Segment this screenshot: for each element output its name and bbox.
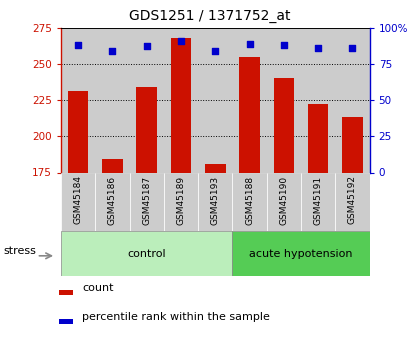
- Bar: [198, 28, 232, 172]
- Bar: [205, 164, 226, 172]
- Bar: [273, 78, 294, 172]
- Point: [246, 41, 253, 46]
- Text: GSM45192: GSM45192: [348, 175, 357, 225]
- Point: [178, 38, 184, 43]
- Text: percentile rank within the sample: percentile rank within the sample: [82, 312, 270, 322]
- Point: [281, 42, 287, 48]
- Bar: [61, 231, 232, 276]
- Bar: [232, 28, 267, 172]
- Bar: [232, 172, 267, 231]
- Bar: [335, 172, 370, 231]
- Bar: [102, 159, 123, 172]
- Point: [143, 44, 150, 49]
- Text: GDS1251 / 1371752_at: GDS1251 / 1371752_at: [129, 9, 291, 23]
- Bar: [61, 172, 95, 231]
- Bar: [232, 231, 370, 276]
- Bar: [136, 87, 157, 172]
- Bar: [164, 172, 198, 231]
- Bar: [267, 28, 301, 172]
- Bar: [239, 57, 260, 172]
- Bar: [95, 172, 129, 231]
- Bar: [301, 172, 335, 231]
- Point: [349, 45, 356, 51]
- Text: count: count: [82, 283, 114, 293]
- Bar: [59, 319, 73, 324]
- Bar: [59, 290, 73, 295]
- Text: GSM45193: GSM45193: [211, 175, 220, 225]
- Bar: [129, 28, 164, 172]
- Point: [75, 42, 81, 48]
- Bar: [68, 91, 88, 172]
- Bar: [342, 117, 363, 172]
- Bar: [308, 105, 328, 172]
- Bar: [198, 172, 232, 231]
- Text: GSM45186: GSM45186: [108, 175, 117, 225]
- Text: GSM45184: GSM45184: [74, 175, 83, 225]
- Text: GSM45188: GSM45188: [245, 175, 254, 225]
- Point: [315, 45, 322, 51]
- Bar: [301, 28, 335, 172]
- Bar: [95, 28, 129, 172]
- Bar: [164, 28, 198, 172]
- Text: acute hypotension: acute hypotension: [249, 249, 353, 258]
- Text: GSM45187: GSM45187: [142, 175, 151, 225]
- Bar: [171, 38, 191, 172]
- Point: [212, 48, 219, 53]
- Bar: [335, 28, 370, 172]
- Bar: [129, 172, 164, 231]
- Text: stress: stress: [3, 246, 36, 256]
- Text: GSM45190: GSM45190: [279, 175, 289, 225]
- Text: GSM45191: GSM45191: [314, 175, 323, 225]
- Text: GSM45189: GSM45189: [176, 175, 186, 225]
- Text: control: control: [127, 249, 166, 258]
- Bar: [267, 172, 301, 231]
- Bar: [61, 28, 95, 172]
- Point: [109, 48, 116, 53]
